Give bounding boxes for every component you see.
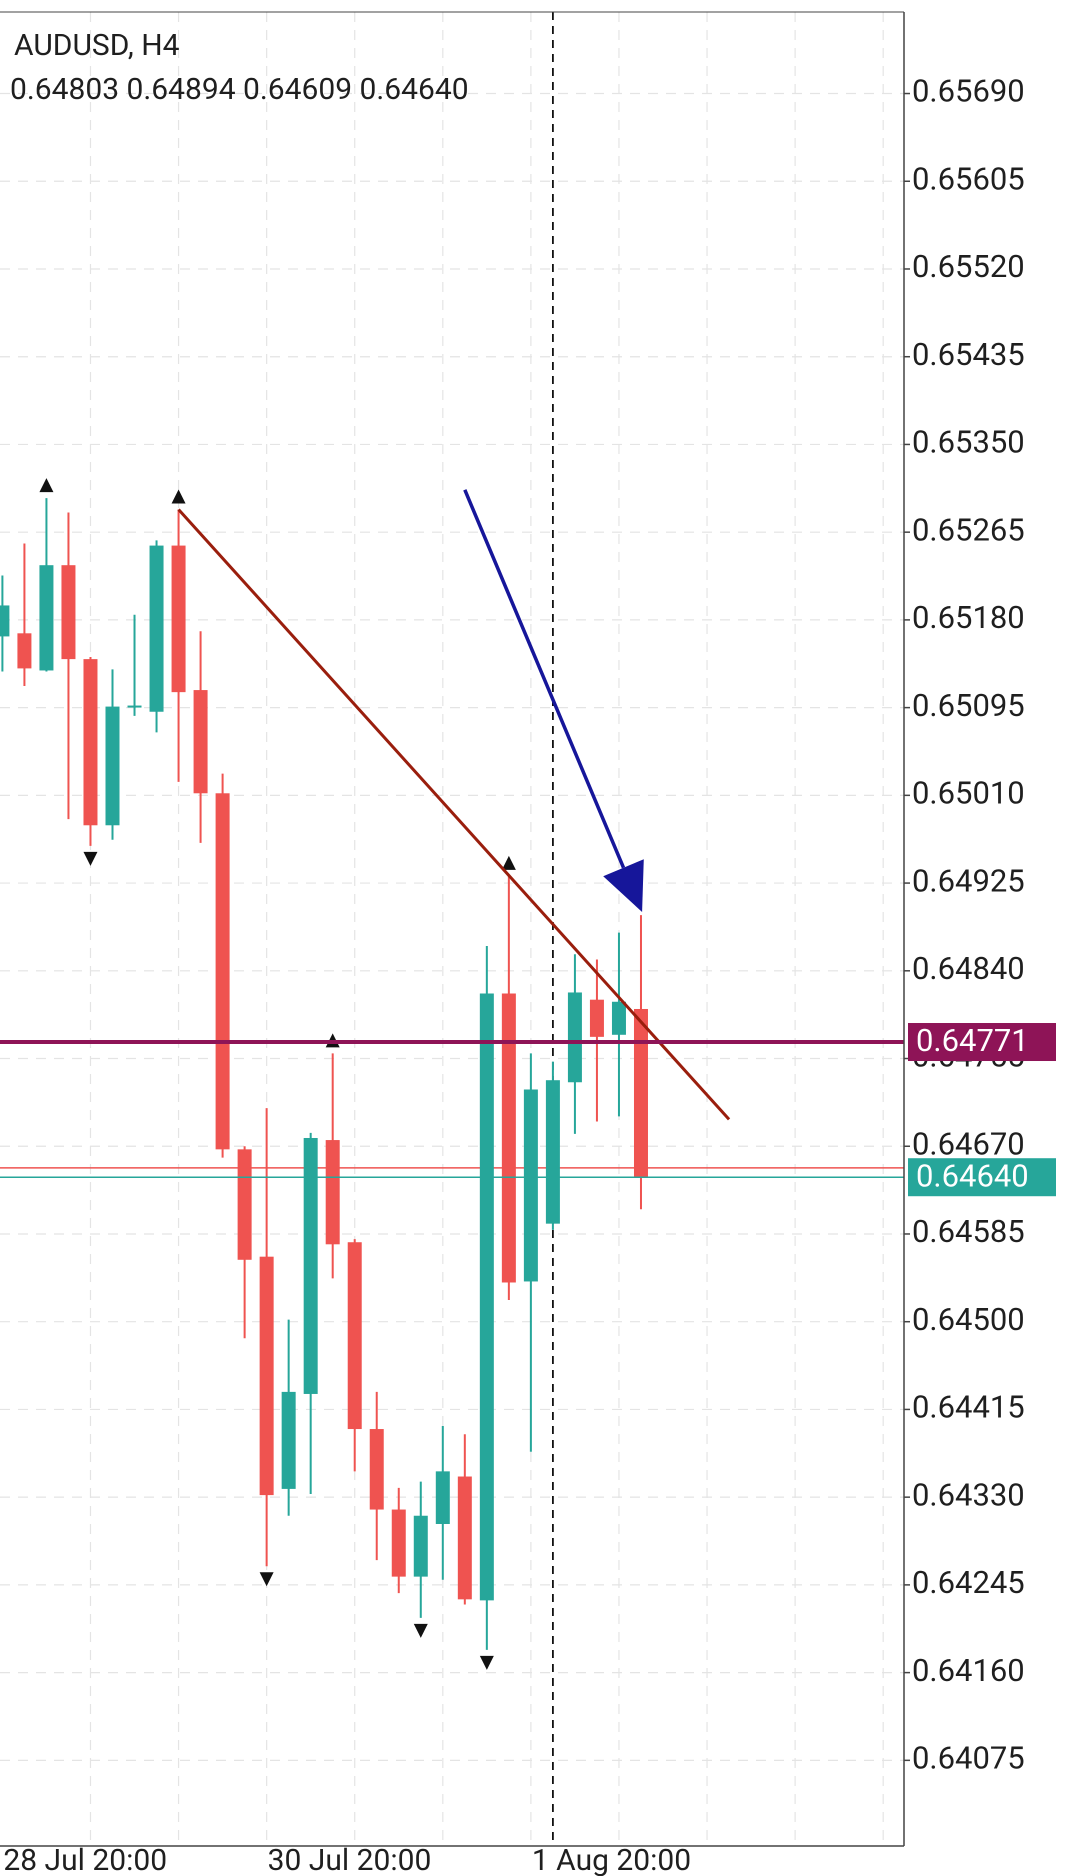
- y-tick-label: 0.65520: [912, 248, 1025, 285]
- candle-body: [545, 1080, 560, 1224]
- y-tick-label: 0.65010: [912, 775, 1025, 812]
- fractal-down: [259, 1572, 274, 1587]
- ohlc-readout: 0.64803 0.64894 0.64609 0.64640: [10, 72, 469, 107]
- candle-body: [457, 1476, 472, 1600]
- plot-area: [0, 12, 904, 1846]
- candle-body: [149, 545, 164, 712]
- y-tick-label: 0.64245: [912, 1564, 1025, 1601]
- fractal-down: [413, 1623, 428, 1638]
- fractal-down: [479, 1655, 494, 1670]
- arrow-shaft: [463, 489, 626, 869]
- candle-body: [391, 1509, 406, 1577]
- price-box-label: 0.64771: [916, 1022, 1029, 1059]
- candle-body: [523, 1089, 538, 1282]
- trendline: [177, 508, 731, 1121]
- candle-body: [567, 992, 582, 1083]
- x-tick-label: 1 Aug 20:00: [532, 1843, 691, 1876]
- y-tick-label: 0.64670: [912, 1125, 1025, 1162]
- arrow-head: [603, 859, 644, 912]
- price-axis: 0.65690 0.65605 0.65520 0.65435 0.65350 0.652…: [904, 73, 1056, 1777]
- candle-body: [303, 1137, 318, 1394]
- candle-body: [611, 1001, 626, 1035]
- chart-title: AUDUSD, H4: [14, 28, 180, 63]
- candle-body: [589, 999, 604, 1037]
- y-tick-label: 0.64585: [912, 1213, 1025, 1250]
- candle-body: [281, 1391, 296, 1489]
- y-tick-label: 0.64075: [912, 1740, 1025, 1777]
- fractal-up: [501, 855, 516, 870]
- candle-body: [435, 1471, 450, 1524]
- y-tick-label: 0.65265: [912, 511, 1025, 548]
- y-tick-label: 0.65435: [912, 336, 1025, 373]
- y-tick-label: 0.65180: [912, 599, 1025, 636]
- fractal-down: [83, 851, 98, 866]
- candle-body: [105, 706, 120, 826]
- candle-body: [259, 1256, 274, 1496]
- y-tick-label: 0.64925: [912, 862, 1025, 899]
- candle-body: [83, 659, 98, 826]
- candle-body: [369, 1429, 384, 1510]
- candle-body: [171, 545, 186, 693]
- candle-body: [39, 565, 54, 671]
- candle-body: [413, 1515, 428, 1577]
- price-box-label: 0.64640: [916, 1157, 1029, 1194]
- candle-body: [633, 1008, 648, 1178]
- y-tick-label: 0.64500: [912, 1301, 1025, 1338]
- candle-body: [0, 605, 10, 637]
- candle-body: [17, 633, 32, 669]
- y-tick-label: 0.65350: [912, 424, 1025, 461]
- candle-body: [127, 705, 142, 708]
- candle-body: [347, 1242, 362, 1430]
- y-tick-label: 0.65605: [912, 160, 1025, 197]
- candle-body: [193, 690, 208, 794]
- candle-body: [215, 793, 230, 1150]
- candle-body: [61, 565, 76, 660]
- fractal-up: [171, 489, 186, 504]
- y-tick-label: 0.64160: [912, 1652, 1025, 1689]
- y-tick-label: 0.64330: [912, 1476, 1025, 1513]
- grid: [0, 12, 904, 1846]
- price-box: [908, 1023, 1056, 1062]
- y-tick-label: 0.65095: [912, 687, 1025, 724]
- y-tick-label: 0.65690: [912, 73, 1025, 110]
- y-tick-label: 0.64415: [912, 1389, 1025, 1426]
- y-tick-label: 0.64840: [912, 950, 1025, 987]
- x-tick-label: 28 Jul 20:00: [3, 1843, 167, 1876]
- x-tick-label: 30 Jul 20:00: [268, 1843, 432, 1876]
- candle-body: [237, 1149, 252, 1260]
- candle-body: [479, 993, 494, 1601]
- fractal-up: [39, 478, 54, 493]
- candle-body: [325, 1140, 340, 1245]
- price-box: [908, 1158, 1056, 1197]
- candle-body: [501, 993, 516, 1283]
